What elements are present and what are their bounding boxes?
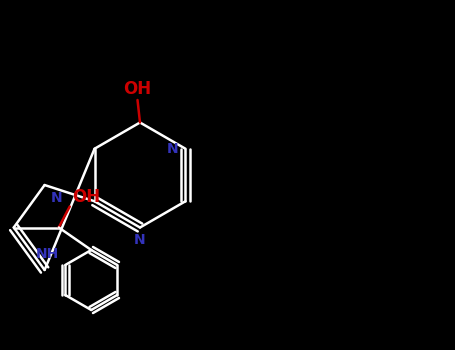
Text: N: N bbox=[167, 142, 178, 156]
Text: OH: OH bbox=[123, 79, 152, 98]
Text: N: N bbox=[134, 233, 146, 247]
Text: N: N bbox=[51, 191, 62, 205]
Text: NH: NH bbox=[35, 247, 59, 261]
Text: OH: OH bbox=[72, 188, 101, 205]
